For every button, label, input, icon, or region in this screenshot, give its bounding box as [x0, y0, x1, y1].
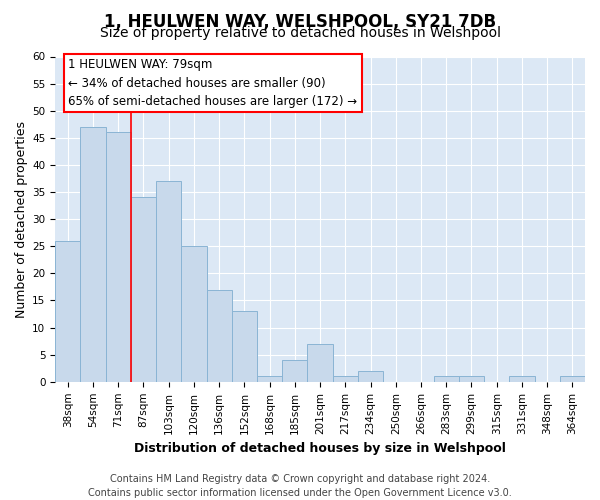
Bar — [55, 241, 80, 382]
Bar — [257, 376, 282, 382]
Bar — [560, 376, 585, 382]
Bar — [332, 376, 358, 382]
Bar — [509, 376, 535, 382]
Bar — [131, 198, 156, 382]
Bar — [434, 376, 459, 382]
Bar — [307, 344, 332, 382]
Text: Size of property relative to detached houses in Welshpool: Size of property relative to detached ho… — [100, 26, 500, 40]
Text: 1 HEULWEN WAY: 79sqm
← 34% of detached houses are smaller (90)
65% of semi-detac: 1 HEULWEN WAY: 79sqm ← 34% of detached h… — [68, 58, 358, 108]
Bar — [232, 312, 257, 382]
Bar — [181, 246, 206, 382]
Bar — [206, 290, 232, 382]
Bar — [282, 360, 307, 382]
Bar — [80, 127, 106, 382]
Bar — [106, 132, 131, 382]
Bar — [358, 371, 383, 382]
Text: 1, HEULWEN WAY, WELSHPOOL, SY21 7DB: 1, HEULWEN WAY, WELSHPOOL, SY21 7DB — [104, 12, 496, 30]
X-axis label: Distribution of detached houses by size in Welshpool: Distribution of detached houses by size … — [134, 442, 506, 455]
Bar — [156, 181, 181, 382]
Y-axis label: Number of detached properties: Number of detached properties — [15, 120, 28, 318]
Text: Contains HM Land Registry data © Crown copyright and database right 2024.
Contai: Contains HM Land Registry data © Crown c… — [88, 474, 512, 498]
Bar — [459, 376, 484, 382]
